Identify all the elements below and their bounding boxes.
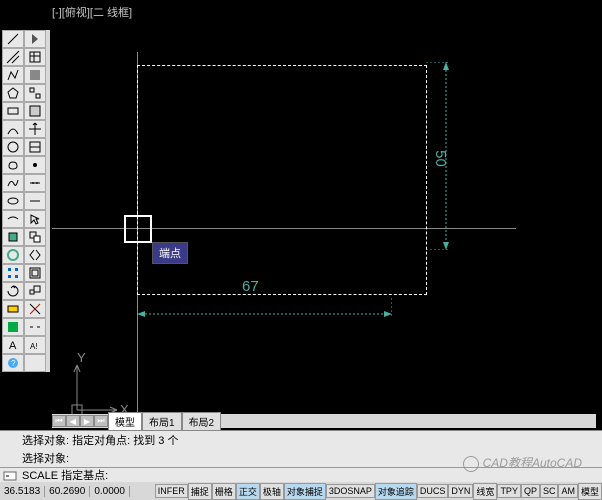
status-qp[interactable]: QP [521, 484, 540, 498]
coord-y: 60.2690 [45, 486, 90, 497]
boundary-tool[interactable] [24, 84, 46, 102]
point-tool-2[interactable] [24, 156, 46, 174]
status-snap[interactable]: 捕捉 [188, 483, 212, 500]
tab-layout1[interactable]: 布局1 [142, 412, 182, 431]
coord-x: 36.5183 [0, 486, 45, 497]
status-am[interactable]: AM [558, 484, 578, 498]
tab-model[interactable]: 模型 [108, 412, 142, 431]
rotate-tool[interactable] [2, 282, 24, 300]
scale-tool[interactable] [24, 282, 46, 300]
coord-z: 0.0000 [90, 486, 130, 497]
pickbox-cursor [124, 215, 152, 243]
move-tool[interactable] [24, 120, 46, 138]
fillet-tool[interactable] [24, 354, 46, 372]
ucs-icon: Y X [62, 350, 132, 420]
svg-text:A!: A! [30, 342, 38, 351]
status-3dosnap[interactable]: 3DOSNAP [326, 484, 375, 498]
circle-tool[interactable] [2, 138, 24, 156]
scroll-first-icon[interactable]: ⏮ [52, 415, 66, 427]
osnap-tooltip: 端点 [152, 242, 188, 264]
arc-tool[interactable] [2, 120, 24, 138]
status-ortho[interactable]: 正交 [236, 483, 260, 500]
status-osnap[interactable]: 对象捕捉 [284, 483, 326, 500]
revcloud-tool[interactable] [2, 156, 24, 174]
polyline-tool[interactable] [2, 66, 24, 84]
divide-tool[interactable] [24, 174, 46, 192]
region-tool[interactable] [24, 102, 46, 120]
polygon-tool[interactable] [2, 84, 24, 102]
wechat-icon [463, 456, 479, 472]
viewport-title: [-][俯视][二 线框] [52, 4, 132, 20]
array-tool[interactable] [2, 264, 24, 282]
line-tool[interactable] [2, 30, 24, 48]
dimension-width-value: 67 [242, 278, 259, 295]
status-dyn[interactable]: DYN [448, 484, 473, 498]
drawing-canvas[interactable]: 67 50 端点 Y X [52, 20, 596, 420]
dimension-height-value: 50 [432, 150, 449, 167]
status-otrack[interactable]: 对象追踪 [375, 483, 417, 500]
scroll-prev-icon[interactable]: ◀ [66, 415, 80, 427]
status-bar: 36.5183 60.2690 0.0000 INFER 捕捉 栅格 正交 极轴… [0, 482, 602, 500]
donut-tool[interactable] [2, 246, 24, 264]
command-history-1: 选择对象: 指定对角点: 找到 3 个 [0, 431, 602, 449]
dimension-bottom [137, 296, 392, 320]
trim-tool[interactable] [24, 300, 46, 318]
svg-text:A: A [9, 340, 17, 352]
scroll-last-icon[interactable]: ⏭ [94, 415, 108, 427]
status-model[interactable]: 模型 [578, 483, 602, 500]
status-lwt[interactable]: 线宽 [473, 483, 497, 500]
join-tool[interactable]: A! [24, 336, 46, 354]
rectangle-tool[interactable] [2, 102, 24, 120]
block-tool[interactable] [2, 228, 24, 246]
point-tool[interactable] [24, 30, 46, 48]
extend-tool[interactable] [2, 318, 24, 336]
table-tool[interactable] [24, 138, 46, 156]
stretch-tool[interactable] [2, 300, 24, 318]
copy-tool[interactable] [24, 228, 46, 246]
ucs-y-label: Y [77, 350, 86, 365]
help-tool[interactable]: ? [2, 354, 24, 372]
select-tool[interactable] [24, 210, 46, 228]
tab-bar: ⏮ ◀ ▶ ⏭ 模型 布局1 布局2 [52, 414, 596, 428]
ellipse-tool[interactable] [2, 192, 24, 210]
hatch-tool[interactable] [24, 48, 46, 66]
status-polar[interactable]: 极轴 [260, 483, 284, 500]
watermark: CAD教程AutoCAD [463, 454, 582, 472]
mirror-tool[interactable] [24, 246, 46, 264]
status-ducs[interactable]: DUCS [417, 484, 449, 498]
status-infer[interactable]: INFER [155, 484, 188, 498]
status-sc[interactable]: SC [540, 484, 559, 498]
status-tpy[interactable]: TPY [497, 484, 521, 498]
scroll-next-icon[interactable]: ▶ [80, 415, 94, 427]
svg-text:?: ? [11, 359, 16, 368]
gradient-tool[interactable] [24, 66, 46, 84]
spline-tool[interactable] [2, 174, 24, 192]
measure-tool[interactable] [24, 192, 46, 210]
draw-toolbar: A A! ? [2, 30, 50, 372]
status-grid[interactable]: 栅格 [212, 483, 236, 500]
mtext-tool[interactable]: A [2, 336, 24, 354]
break-tool[interactable] [24, 318, 46, 336]
tab-layout2[interactable]: 布局2 [182, 412, 222, 431]
ellipse-arc-tool[interactable] [2, 210, 24, 228]
command-icon[interactable] [3, 469, 17, 483]
offset-tool[interactable] [24, 264, 46, 282]
construction-line-tool[interactable] [2, 48, 24, 66]
